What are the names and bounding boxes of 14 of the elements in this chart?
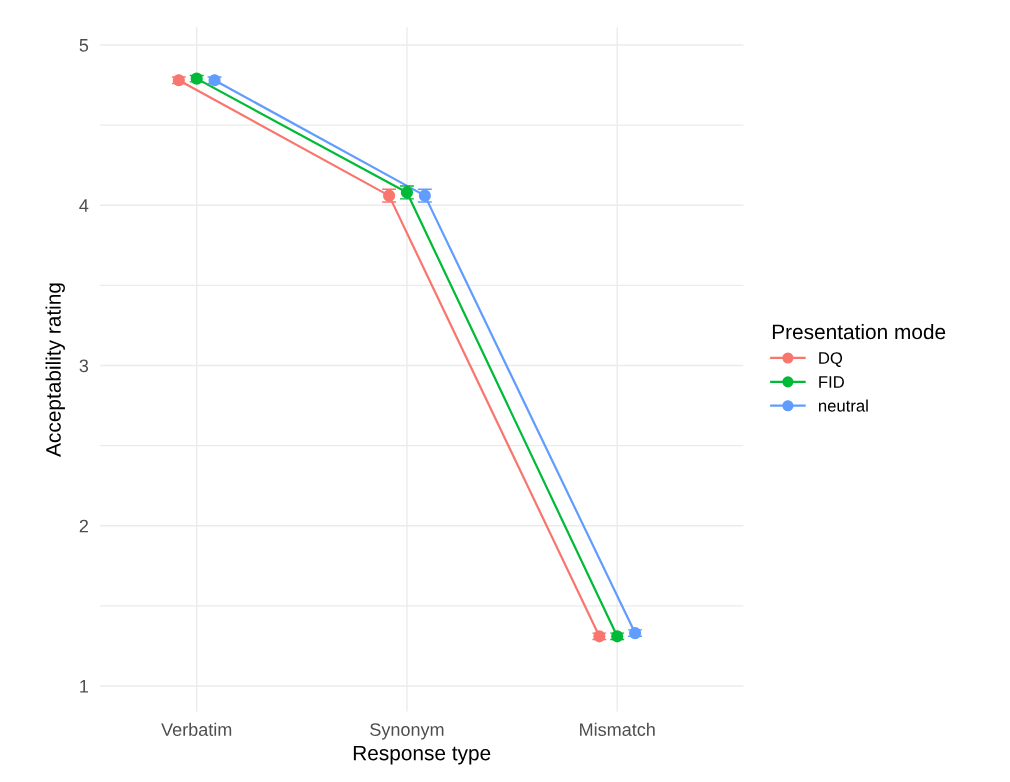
- legend-title: Presentation mode: [772, 323, 946, 340]
- y-tick-label: 3: [79, 359, 89, 373]
- y-tick-label: 4: [79, 199, 89, 212]
- legend-label: neutral: [819, 399, 868, 412]
- x-tick-label: Synonym: [370, 723, 444, 740]
- x-axis-title: Response type: [353, 745, 491, 765]
- x-tick-label: Mismatch: [580, 722, 655, 736]
- legend-label: DQ: [819, 352, 843, 367]
- y-axis-title: Acceptability rating: [45, 283, 65, 457]
- y-tick-label: 2: [79, 519, 88, 533]
- y-tick-label: 5: [79, 39, 89, 52]
- y-tick-label: 1: [80, 680, 88, 693]
- legend-label: FID: [819, 376, 844, 388]
- x-tick-label: Verbatim: [161, 722, 232, 736]
